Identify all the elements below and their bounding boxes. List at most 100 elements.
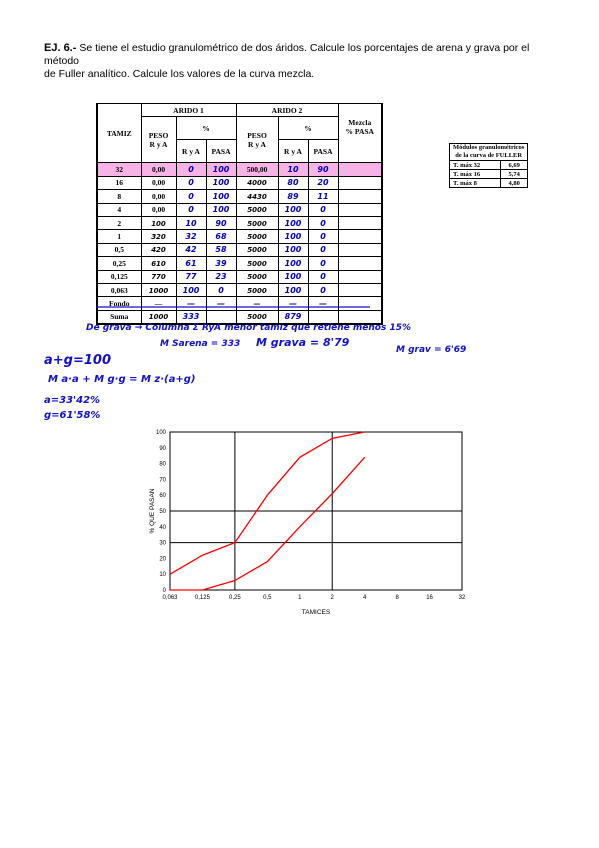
cell-pa2: 20 <box>307 175 339 191</box>
table-row: Fondo — — — — — — <box>96 296 383 311</box>
cell-p2: 500,00 <box>235 162 279 177</box>
cell-pa2: 0 <box>307 202 339 217</box>
cell-pa1: 100 <box>205 189 237 204</box>
cell-pa1: — <box>205 296 237 311</box>
handwritten-value: 90 <box>215 218 227 228</box>
cell-mezcla <box>337 296 383 311</box>
handwritten-value: 90 <box>317 165 329 175</box>
x-tick-label: 0,25 <box>229 595 241 601</box>
header-arido2: ARIDO 2 <box>235 102 339 118</box>
cell-pa1: 58 <box>205 242 237 258</box>
cell-p1: 610 <box>140 256 177 271</box>
handwritten-value: 4430 <box>247 192 267 201</box>
note-eq1: a+g=100 <box>44 353 111 368</box>
cell-tamiz: 8 <box>96 189 142 204</box>
cell-mezcla <box>337 282 383 298</box>
handwritten-value: 100 <box>284 258 302 268</box>
cell-mezcla <box>337 309 383 326</box>
x-tick-label: 0,125 <box>195 595 211 601</box>
handwritten-value: 770 <box>151 273 166 282</box>
handwritten-value: 32 <box>185 232 197 242</box>
handwritten-value: 100 <box>284 205 302 215</box>
cell-pa2: 0 <box>307 256 339 271</box>
header-pasa2: PASA <box>307 139 339 164</box>
handwritten-value: 20 <box>317 178 329 188</box>
cell-tamiz: 0,063 <box>96 282 142 298</box>
cell-r1: 61 <box>175 256 207 271</box>
header-arido1: ARIDO 1 <box>140 102 237 118</box>
handwritten-value: 89 <box>287 191 299 201</box>
problem-line2: de Fuller analítico. Calcule los valores… <box>44 68 315 80</box>
cell-p2: 5000 <box>235 269 279 284</box>
cell-tamiz: 2 <box>96 215 142 231</box>
cell-p1: 1000 <box>140 309 177 326</box>
handwritten-value: 0 <box>320 258 326 268</box>
cell-tamiz: 32 <box>96 162 142 177</box>
cell-p2: 5000 <box>235 309 279 326</box>
table-row: 8 0,00 0 100 4430 89 11 <box>96 189 383 204</box>
handwritten-value: 100 <box>284 272 302 282</box>
cell-r1: 0 <box>175 202 207 217</box>
handwritten-value: 610 <box>151 259 166 268</box>
x-tick-label: 1 <box>298 595 302 601</box>
handwritten-value: 100 <box>212 191 230 201</box>
handwritten-value: 100 <box>284 218 302 228</box>
handwritten-value: 1000 <box>148 313 169 322</box>
cell-p2: 4430 <box>235 189 279 204</box>
note-mgrav: M grav = 6'69 <box>396 345 466 355</box>
handwritten-value: 0 <box>188 178 194 188</box>
note-a: a=33'42% <box>44 395 100 406</box>
table-row: 0,25 610 61 39 5000 100 0 <box>96 256 383 271</box>
cell-p1: 420 <box>140 242 177 258</box>
header-rya1: R y A <box>175 139 207 164</box>
cell-r2: 80 <box>277 175 309 191</box>
x-tick-label: 4 <box>363 595 367 601</box>
handwritten-value: 100 <box>212 205 230 215</box>
handwritten-value: 0 <box>188 165 194 175</box>
y-tick-label: 0 <box>163 588 167 594</box>
x-tick-label: 16 <box>426 595 433 601</box>
cell-r1: 77 <box>175 269 207 284</box>
cell-r2: 100 <box>277 229 309 244</box>
handwritten-value: 42 <box>185 245 197 255</box>
y-tick-label: 70 <box>159 477 166 483</box>
cell-pa1: 23 <box>205 269 237 284</box>
series-line-2 <box>170 456 366 591</box>
handwritten-value: 10 <box>287 165 299 175</box>
handwritten-value: 5000 <box>247 219 267 228</box>
handwritten-value: 420 <box>151 246 166 255</box>
cell-pa1: 100 <box>205 175 237 191</box>
cell-p2: 5000 <box>235 256 279 271</box>
cell-mezcla <box>337 215 383 231</box>
cell-p2: 5000 <box>235 229 279 244</box>
cell-mezcla <box>337 189 383 204</box>
handwritten-value: — <box>319 298 327 308</box>
cell-pa1: 68 <box>205 229 237 244</box>
cell-pa2 <box>307 309 339 326</box>
table-row: 1 320 32 68 5000 100 0 <box>96 229 383 244</box>
handwritten-value: 100 <box>151 219 166 228</box>
table-row: 16 0,00 0 100 4000 80 20 <box>96 175 383 191</box>
grading-chart: 0 10 20 30 40 50 60 70 80 90 100 0,063 0,125 0,25 0,5 1… <box>149 430 466 616</box>
fuller-label: T. máx 16 <box>449 169 501 179</box>
cell-r2: 100 <box>277 269 309 284</box>
cell-pa2: 90 <box>307 162 339 177</box>
cell-pa1: 0 <box>205 282 237 298</box>
table-row: Suma 1000 333 5000 879 <box>96 309 383 326</box>
handwritten-value: 0 <box>218 285 224 295</box>
cell-tamiz: Fondo <box>96 296 142 311</box>
cell-r2: — <box>277 296 309 311</box>
handwritten-value: — <box>253 299 261 308</box>
cell-pa2: 0 <box>307 215 339 231</box>
y-tick-label: 30 <box>159 541 166 547</box>
handwritten-value: 0 <box>320 272 326 282</box>
cell-p1: 0,00 <box>140 175 177 191</box>
handwritten-value: 23 <box>215 272 227 282</box>
cell-r2: 100 <box>277 256 309 271</box>
header-rya2: R y A <box>277 139 309 164</box>
cell-mezcla <box>337 162 383 177</box>
cell-p2: 4000 <box>235 175 279 191</box>
cell-r1: 100 <box>175 282 207 298</box>
x-tick-label: 0,063 <box>162 595 178 601</box>
y-tick-label: 80 <box>159 462 166 468</box>
